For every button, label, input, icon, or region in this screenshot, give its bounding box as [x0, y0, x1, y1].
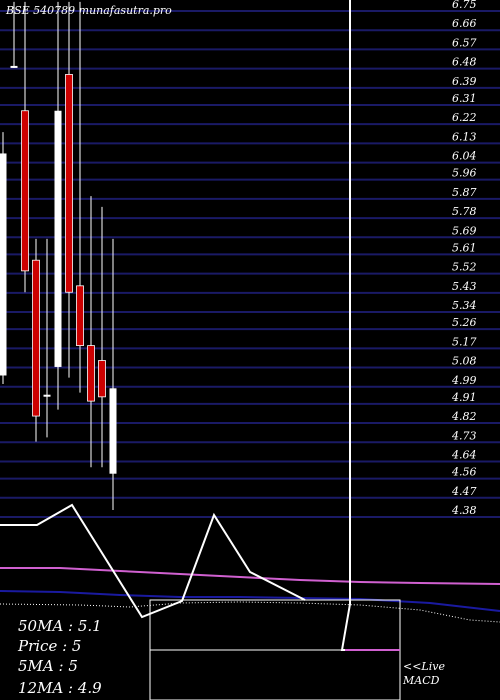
price-value: Price : 5: [17, 637, 81, 655]
y-tick-label: 5.87: [452, 186, 477, 199]
candle-down: [98, 360, 106, 398]
candle-up: [10, 65, 18, 68]
grid-lines: [0, 10, 500, 518]
y-tick-label: 4.73: [451, 429, 477, 442]
y-tick-label: 4.82: [451, 410, 477, 423]
y-tick-label: 4.56: [451, 466, 477, 479]
y-tick-label: 6.13: [452, 130, 477, 143]
y-tick-label: 4.99: [451, 374, 477, 387]
candle-up: [109, 388, 117, 474]
y-tick-label: 5.96: [452, 167, 477, 180]
y-tick-label: 5.78: [452, 205, 477, 218]
y-tick-label: 6.75: [452, 0, 477, 11]
y-tick-label: 6.39: [452, 75, 477, 88]
candle-down: [32, 259, 40, 417]
white-indicator-line: [0, 503, 306, 619]
y-tick-label: 6.31: [452, 92, 477, 105]
y-tick-label: 4.64: [451, 448, 477, 461]
candle-down: [65, 74, 73, 293]
candle-up: [0, 153, 7, 376]
white-macd-line: [340, 0, 400, 651]
y-tick-label: 5.69: [452, 224, 477, 237]
y-tick-label: 6.66: [452, 17, 477, 30]
y-tick-label: 4.47: [451, 485, 477, 498]
y-axis-labels: 6.75 6.66 6.57 6.48 6.39 6.31 6.22 6.13 6.04 5.96…: [451, 0, 477, 517]
candle-down: [21, 110, 29, 272]
watermark: BSE 540789 munafasutra.pro: [5, 4, 172, 17]
y-tick-label: 5.61: [452, 241, 477, 254]
y-tick-label: 6.57: [452, 36, 477, 49]
candle-up: [43, 394, 51, 397]
candle-up: [54, 110, 62, 367]
ma50-value: 50MA : 5.1: [18, 617, 102, 635]
blue-moving-average-line: [0, 590, 500, 612]
candles: [0, 1, 117, 510]
y-tick-label: 5.17: [452, 335, 477, 348]
y-tick-label: 5.08: [452, 355, 477, 368]
y-tick-label: 5.34: [452, 299, 477, 312]
y-tick-label: 4.91: [451, 391, 477, 404]
candle-down: [87, 345, 95, 402]
y-tick-label: 5.43: [452, 280, 477, 293]
y-tick-label: 5.26: [452, 316, 477, 329]
ma5-value: 5MA : 5: [18, 657, 78, 675]
pink-moving-average-line: [0, 567, 500, 585]
y-tick-label: 5.52: [452, 261, 477, 274]
y-tick-label: 6.04: [452, 150, 477, 163]
y-tick-label: 4.38: [451, 504, 477, 517]
y-tick-label: 6.48: [452, 56, 477, 69]
candle-down: [76, 285, 84, 347]
live-label: <<Live: [403, 660, 445, 673]
y-tick-label: 6.22: [452, 111, 477, 124]
dotted-macd-signal-line: [0, 601, 500, 623]
ma12-value: 12MA : 4.9: [18, 679, 102, 697]
macd-label: MACD: [402, 674, 440, 687]
